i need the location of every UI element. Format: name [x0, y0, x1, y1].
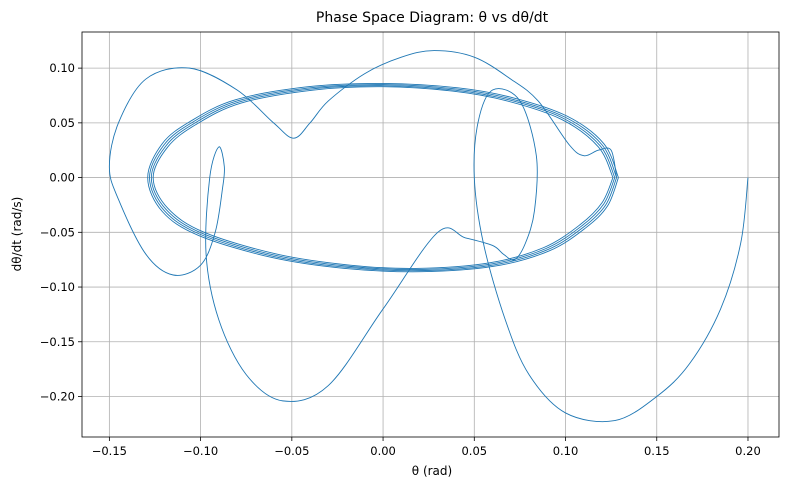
y-tick-label: −0.10 [40, 280, 75, 294]
x-tick-label: 0.15 [644, 444, 670, 458]
y-axis: −0.20 −0.15 −0.10 −0.05 0.00 0.05 0.10 [40, 61, 82, 404]
y-tick-label: −0.15 [40, 335, 75, 349]
x-tick-label: 0.10 [553, 444, 579, 458]
y-tick-label: 0.05 [49, 116, 75, 130]
x-tick-label: −0.15 [92, 444, 127, 458]
x-axis-label: θ (rad) [412, 464, 452, 478]
data-series [108, 50, 749, 423]
x-tick-label: −0.10 [183, 444, 218, 458]
x-tick-label: 0.05 [461, 444, 487, 458]
x-tick-label: 0.00 [370, 444, 396, 458]
x-tick-label: 0.20 [735, 444, 761, 458]
plot-frame [81, 31, 780, 438]
y-tick-label: 0.10 [49, 61, 75, 75]
series-line [152, 86, 614, 269]
chart-title: Phase Space Diagram: θ vs dθ/dt [316, 10, 549, 26]
x-axis: −0.15 −0.10 −0.05 0.00 0.05 0.10 0.15 0.20 [92, 437, 761, 458]
y-tick-label: −0.20 [40, 390, 75, 404]
y-tick-label: −0.05 [40, 225, 75, 239]
x-tick-label: −0.05 [274, 444, 309, 458]
series-line [149, 84, 618, 272]
y-tick-label: 0.00 [49, 171, 75, 185]
series-line [147, 82, 619, 273]
series-line [108, 50, 749, 423]
y-axis-label: dθ/dt (rad/s) [10, 197, 24, 272]
grid [82, 32, 779, 437]
series-line [150, 85, 616, 271]
